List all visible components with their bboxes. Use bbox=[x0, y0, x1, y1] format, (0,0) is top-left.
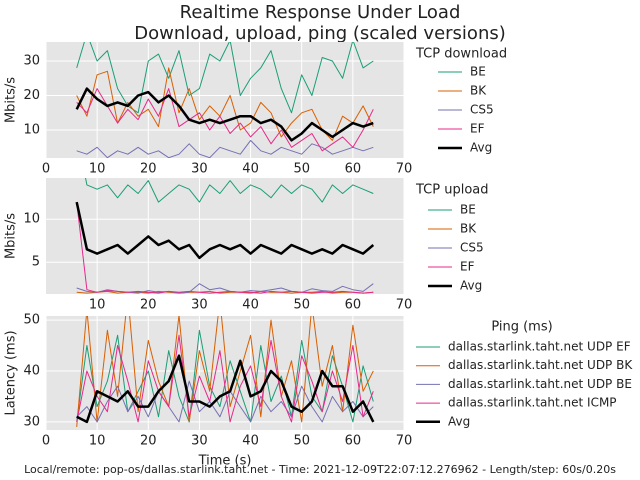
legend-label: CS5 bbox=[470, 103, 494, 117]
x-tick-label: 30 bbox=[191, 434, 208, 449]
legend-label: Avg bbox=[460, 279, 482, 293]
x-tick-label: 10 bbox=[89, 298, 106, 313]
y-tick-label: 20 bbox=[23, 88, 40, 103]
x-tick-label: 20 bbox=[140, 162, 157, 177]
legend-label: dallas.starlink.taht.net UDP BK bbox=[448, 358, 633, 372]
x-tick-label: 20 bbox=[140, 298, 157, 313]
legend-label: BK bbox=[470, 84, 487, 98]
plot-lines bbox=[75, 178, 375, 294]
legend-label: EF bbox=[460, 260, 475, 274]
legend-title: TCP download bbox=[415, 47, 507, 62]
x-tick-label: 40 bbox=[242, 298, 259, 313]
legend-label: CS5 bbox=[460, 241, 484, 255]
x-tick-label: 60 bbox=[345, 162, 362, 177]
x-axis-label: Time (s) bbox=[198, 454, 252, 469]
series-line bbox=[76, 354, 375, 424]
x-tick-label: 70 bbox=[396, 298, 413, 313]
legend-label: Avg bbox=[470, 141, 492, 155]
x-tick-label: 10 bbox=[89, 162, 106, 177]
legend-label: dallas.starlink.taht.net ICMP bbox=[448, 396, 617, 410]
x-tick-label: 60 bbox=[345, 298, 362, 313]
x-tick-label: 0 bbox=[42, 162, 50, 177]
series-line bbox=[76, 380, 374, 423]
x-tick-label: 40 bbox=[242, 434, 259, 449]
plot-background bbox=[46, 316, 404, 430]
legend-title: TCP upload bbox=[415, 183, 489, 198]
y-axis-label: Latency (ms) bbox=[4, 330, 19, 415]
series-line bbox=[76, 88, 374, 152]
legend-label: BE bbox=[470, 65, 486, 79]
x-tick-label: 0 bbox=[42, 434, 50, 449]
series-line bbox=[76, 42, 374, 114]
y-tick-label: 30 bbox=[23, 53, 40, 68]
plot-lines bbox=[76, 316, 375, 427]
x-tick-label: 30 bbox=[191, 298, 208, 313]
x-tick-label: 40 bbox=[242, 162, 259, 177]
series-line bbox=[75, 87, 374, 142]
y-tick-label: 10 bbox=[23, 123, 40, 138]
x-tick-label: 10 bbox=[89, 434, 106, 449]
footer: Local/remote: pop-os/dallas.starlink.tah… bbox=[24, 463, 616, 476]
plot-lines bbox=[75, 42, 374, 158]
legend-label: Avg bbox=[448, 414, 470, 428]
series-line bbox=[76, 139, 374, 158]
legend-label: BE bbox=[460, 203, 476, 217]
x-tick-label: 70 bbox=[396, 162, 413, 177]
x-tick-label: 50 bbox=[293, 298, 310, 313]
y-tick-label: 30 bbox=[23, 414, 40, 429]
x-tick-label: 50 bbox=[293, 162, 310, 177]
x-tick-label: 30 bbox=[191, 162, 208, 177]
x-tick-label: 70 bbox=[396, 434, 413, 449]
legend-label: BK bbox=[460, 222, 477, 236]
y-axis-label: Mbits/s bbox=[4, 213, 19, 259]
y-axis-label: Mbits/s bbox=[4, 77, 19, 123]
series-line bbox=[76, 334, 374, 423]
chart-subtitle: Download, upload, ping (scaled versions) bbox=[134, 23, 506, 44]
legend-label: dallas.starlink.taht.net UDP BE bbox=[448, 377, 632, 391]
x-tick-label: 60 bbox=[345, 434, 362, 449]
series-line bbox=[76, 202, 374, 294]
series-line bbox=[76, 316, 374, 427]
legend-title: Ping (ms) bbox=[491, 320, 552, 335]
y-tick-label: 5 bbox=[32, 255, 40, 270]
legend-label: dallas.starlink.taht.net UDP EF bbox=[448, 340, 631, 354]
x-tick-label: 50 bbox=[293, 434, 310, 449]
chart-title: Realtime Response Under Load bbox=[180, 2, 461, 23]
legend-label: EF bbox=[470, 122, 485, 136]
y-tick-label: 10 bbox=[23, 212, 40, 227]
plot-background bbox=[46, 178, 404, 294]
series-line bbox=[85, 178, 374, 203]
y-tick-label: 40 bbox=[23, 363, 40, 378]
series-line bbox=[75, 201, 375, 260]
y-tick-label: 50 bbox=[23, 313, 40, 328]
x-tick-label: 20 bbox=[140, 434, 157, 449]
